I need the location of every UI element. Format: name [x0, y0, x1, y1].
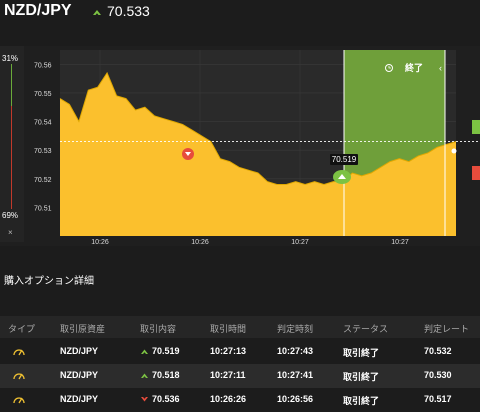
entry-rate-label: 70.519 [332, 155, 357, 164]
up-arrow-icon [93, 10, 101, 15]
gauge-icon [13, 349, 25, 356]
price-line [59, 71, 457, 186]
sentiment-bar-up [11, 64, 12, 106]
judge-time-cell: 10:27:41 [277, 370, 314, 380]
entry-rate-box [330, 154, 358, 165]
up-arrow-icon [141, 373, 148, 378]
gauge-icon [13, 373, 25, 380]
rate-cell: 70.518 [152, 370, 180, 380]
trade-time-cell: 10:26:26 [210, 394, 247, 404]
x-tick-label: 10:27 [291, 239, 309, 246]
judge-rate-cell: 70.530 [424, 370, 452, 380]
header: NZD/JPY 70.533 [0, 0, 480, 26]
header-type: タイプ [8, 324, 36, 334]
end-arrow-icon: ‹ [439, 63, 442, 73]
sentiment-bar-down [11, 106, 12, 209]
status-cell: 取引終了 [343, 396, 380, 406]
status-cell: 取引終了 [343, 372, 380, 382]
up-trade-marker[interactable] [333, 170, 351, 184]
end-label: 終了 ‹ [385, 62, 442, 73]
table-row[interactable]: NZD/JPY 70.536 10:26:26 10:26:56 取引終了 70… [0, 388, 480, 412]
section-title: 購入オプション詳細 [4, 276, 94, 287]
judge-time-cell: 10:26:56 [277, 394, 314, 404]
table-row[interactable]: NZD/JPY 70.518 10:27:11 10:27:41 取引終了 70… [0, 364, 480, 388]
x-tick-label: 10:26 [91, 239, 109, 246]
header-judge-time: 判定時刻 [277, 324, 314, 334]
down-arrow-icon [141, 397, 148, 402]
end-text: 終了 [405, 62, 423, 73]
sentiment-top-percent: 31% [2, 54, 19, 63]
close-panel-button[interactable]: × [8, 228, 13, 237]
judge-rate-cell: 70.532 [424, 346, 452, 356]
y-tick-label: 70.56 [34, 62, 52, 69]
header-trade-time: 取引時間 [210, 324, 247, 334]
y-tick-label: 70.55 [34, 91, 52, 98]
up-arrow-icon [141, 349, 148, 354]
gauge-icon [13, 397, 25, 404]
sentiment-bottom-percent: 69% [2, 211, 19, 220]
x-axis-ticks: 10:26 10:26 10:27 10:27 [91, 239, 409, 246]
asset-cell: NZD/JPY [60, 346, 99, 356]
rate-cell: 70.519 [152, 346, 180, 356]
trade-time-cell: 10:27:13 [210, 346, 247, 356]
rate-cell: 70.536 [152, 394, 180, 404]
header-judge-rate: 判定レート [424, 324, 470, 334]
judge-rate-cell: 70.517 [424, 394, 452, 404]
y-tick-label: 70.52 [34, 177, 52, 184]
y-axis-ticks: 70.56 70.55 70.54 70.53 70.52 70.51 [34, 62, 52, 212]
y-tick-label: 70.54 [34, 120, 52, 127]
table-row[interactable]: NZD/JPY 70.519 10:27:13 10:27:43 取引終了 70… [0, 340, 480, 364]
sentiment-panel [0, 46, 24, 242]
header-status: ステータス [343, 324, 389, 334]
pair-title: NZD/JPY [4, 2, 72, 19]
put-indicator [472, 166, 480, 180]
asset-cell: NZD/JPY [60, 394, 99, 404]
header-content: 取引内容 [140, 324, 177, 334]
table-header [0, 316, 480, 338]
price-area [60, 72, 456, 237]
x-tick-label: 10:26 [191, 239, 209, 246]
status-cell: 取引終了 [343, 348, 380, 358]
y-tick-label: 70.53 [34, 148, 52, 155]
current-price: 70.533 [107, 3, 150, 19]
trade-time-cell: 10:27:11 [210, 370, 246, 380]
judge-time-cell: 10:27:43 [277, 346, 314, 356]
header-asset: 取引原資産 [60, 324, 106, 334]
clock-icon [385, 64, 393, 72]
call-indicator [472, 120, 480, 134]
asset-cell: NZD/JPY [60, 370, 99, 380]
down-trade-marker[interactable] [182, 148, 194, 160]
current-point [451, 148, 457, 154]
x-tick-label: 10:27 [391, 239, 409, 246]
y-tick-label: 70.51 [34, 205, 52, 212]
